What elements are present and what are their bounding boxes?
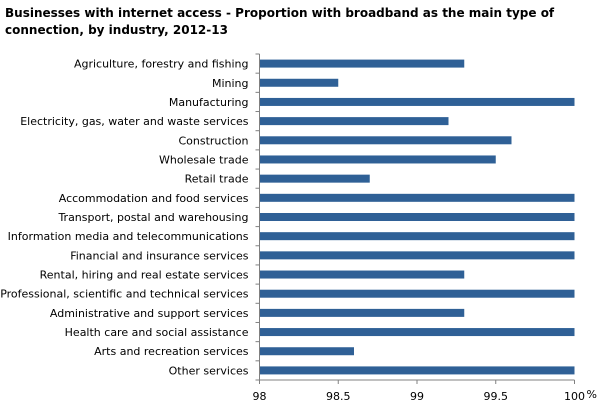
category-label: Rental, hiring and real estate services bbox=[40, 269, 249, 282]
x-tick-label: 98 bbox=[253, 390, 267, 403]
category-label: Information media and telecommunications bbox=[8, 230, 249, 243]
category-label: Accommodation and food services bbox=[59, 192, 249, 205]
category-label: Financial and insurance services bbox=[70, 249, 249, 262]
bar bbox=[260, 232, 575, 241]
bar bbox=[260, 251, 575, 260]
bar bbox=[260, 136, 512, 145]
bar bbox=[260, 59, 465, 68]
category-label: Professional, scientific and technical s… bbox=[0, 288, 249, 301]
bar bbox=[260, 117, 449, 126]
bar bbox=[260, 78, 339, 87]
category-label: Mining bbox=[212, 77, 249, 90]
x-unit-label: % bbox=[587, 388, 597, 401]
category-label: Electricity, gas, water and waste servic… bbox=[20, 115, 249, 128]
category-label: Administrative and support services bbox=[50, 307, 249, 320]
category-label: Retail trade bbox=[185, 173, 249, 186]
category-label: Manufacturing bbox=[169, 96, 249, 109]
category-label: Construction bbox=[178, 134, 248, 147]
bar bbox=[260, 174, 370, 183]
bar bbox=[260, 270, 465, 279]
bar bbox=[260, 193, 575, 202]
bar bbox=[260, 328, 575, 337]
bar bbox=[260, 289, 575, 298]
bar bbox=[260, 97, 575, 106]
category-label: Health care and social assistance bbox=[65, 326, 249, 339]
bar bbox=[260, 155, 496, 164]
x-tick-label: 99.5 bbox=[484, 390, 509, 403]
bar bbox=[260, 308, 465, 317]
category-label: Transport, postal and warehousing bbox=[57, 211, 248, 224]
category-label: Wholesale trade bbox=[159, 153, 249, 166]
chart-title: Businesses with internet access - Propor… bbox=[5, 6, 555, 37]
bar bbox=[260, 347, 354, 356]
category-label: Other services bbox=[169, 364, 249, 377]
category-label: Arts and recreation services bbox=[94, 345, 249, 358]
x-tick-label: 100 bbox=[564, 390, 585, 403]
category-label: Agriculture, forestry and fishing bbox=[74, 58, 249, 71]
x-tick-label: 99 bbox=[410, 390, 424, 403]
bar bbox=[260, 213, 575, 221]
x-tick-label: 98.5 bbox=[326, 390, 351, 403]
bar bbox=[260, 366, 575, 375]
